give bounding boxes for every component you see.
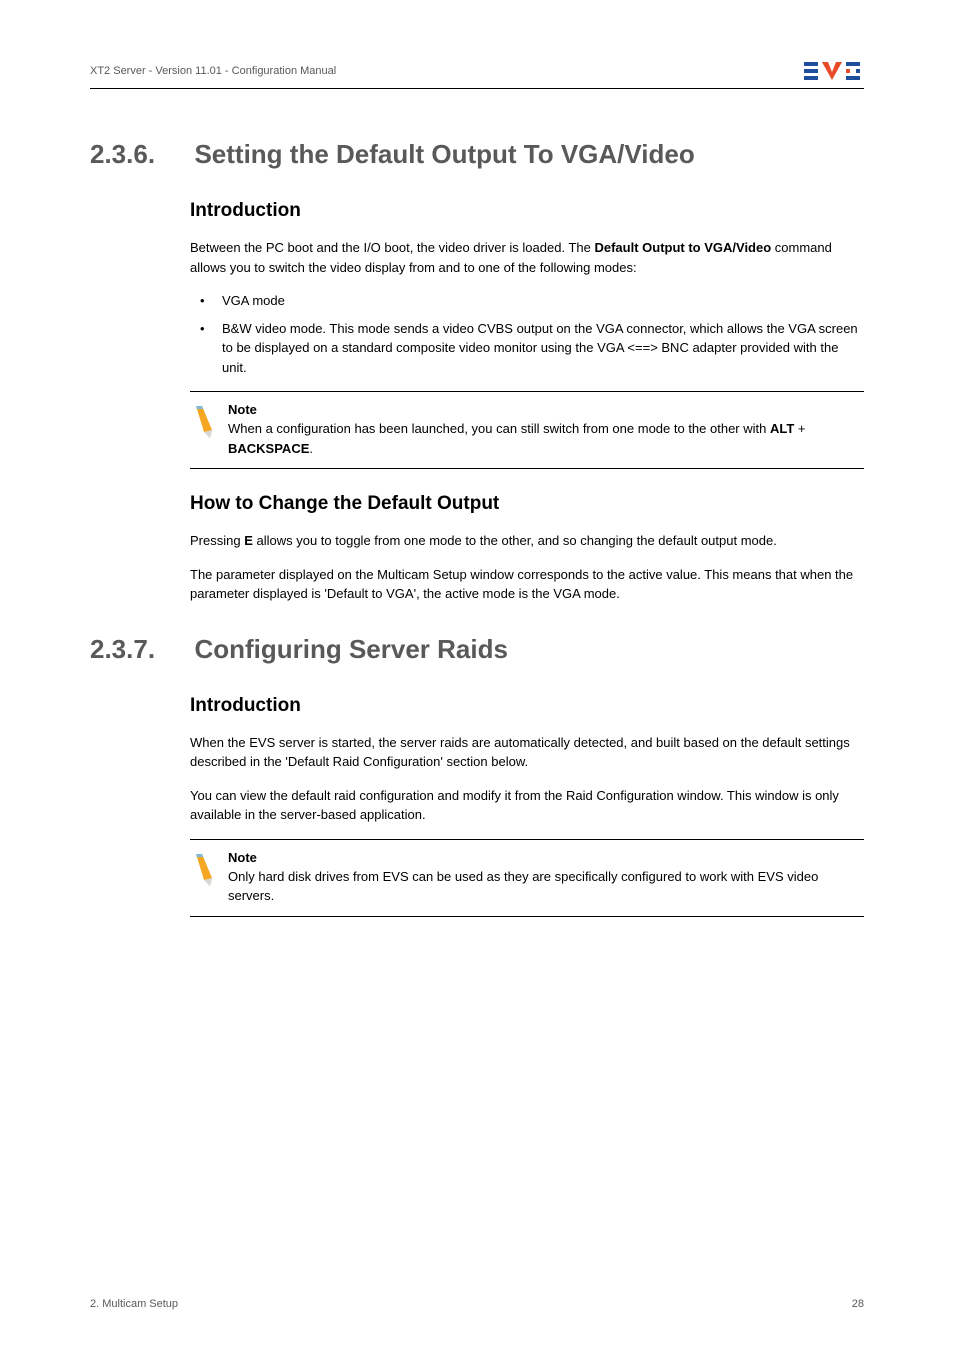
header-left-text: XT2 Server - Version 11.01 - Configurati… [90, 65, 336, 77]
section-236-heading: 2.3.6. Setting the Default Output To VGA… [90, 139, 864, 170]
text-fragment: Pressing [190, 533, 244, 548]
pencil-icon [190, 404, 216, 445]
howto-heading: How to Change the Default Output [190, 493, 864, 515]
list-item: B&W video mode. This mode sends a video … [190, 319, 864, 378]
text-bold: BACKSPACE [228, 441, 309, 456]
text-fragment: Between the PC boot and the I/O boot, th… [190, 240, 594, 255]
section-title: Setting the Default Output To VGA/Video [194, 139, 694, 170]
text-bold: Default Output to VGA/Video [594, 240, 771, 255]
note-title: Note [228, 402, 864, 417]
section-237-heading: 2.3.7. Configuring Server Raids [90, 634, 864, 665]
list-item: VGA mode [190, 291, 864, 311]
section-number: 2.3.6. [90, 139, 190, 170]
text-fragment: allows you to toggle from one mode to th… [253, 533, 777, 548]
footer-page-number: 28 [852, 1298, 864, 1310]
footer-left: 2. Multicam Setup [90, 1298, 178, 1310]
note-body: When a configuration has been launched, … [228, 419, 864, 458]
section-title: Configuring Server Raids [194, 634, 508, 665]
text-fragment: . [309, 441, 313, 456]
note-callout: Note Only hard disk drives from EVS can … [190, 839, 864, 917]
introduction-heading: Introduction [190, 695, 864, 717]
text-bold: ALT [770, 421, 794, 436]
intro-paragraph: Between the PC boot and the I/O boot, th… [190, 238, 864, 277]
page-footer: 2. Multicam Setup 28 [90, 1298, 864, 1310]
section-237-content: Introduction When the EVS server is star… [190, 695, 864, 917]
page-header: XT2 Server - Version 11.01 - Configurati… [90, 60, 864, 89]
evs-logo [804, 60, 864, 82]
note-callout: Note When a configuration has been launc… [190, 391, 864, 469]
pencil-icon [190, 852, 216, 893]
howto-para1: Pressing E allows you to toggle from one… [190, 531, 864, 551]
text-fragment: + [794, 421, 805, 436]
section-number: 2.3.7. [90, 634, 190, 665]
mode-list: VGA mode B&W video mode. This mode sends… [190, 291, 864, 377]
intro-para2: You can view the default raid configurat… [190, 786, 864, 825]
text-bold: E [244, 533, 253, 548]
note-title: Note [228, 850, 864, 865]
howto-para2: The parameter displayed on the Multicam … [190, 565, 864, 604]
introduction-heading: Introduction [190, 200, 864, 222]
text-fragment: When a configuration has been launched, … [228, 421, 770, 436]
note-body: Only hard disk drives from EVS can be us… [228, 867, 864, 906]
section-236-content: Introduction Between the PC boot and the… [190, 200, 864, 604]
intro-para1: When the EVS server is started, the serv… [190, 733, 864, 772]
